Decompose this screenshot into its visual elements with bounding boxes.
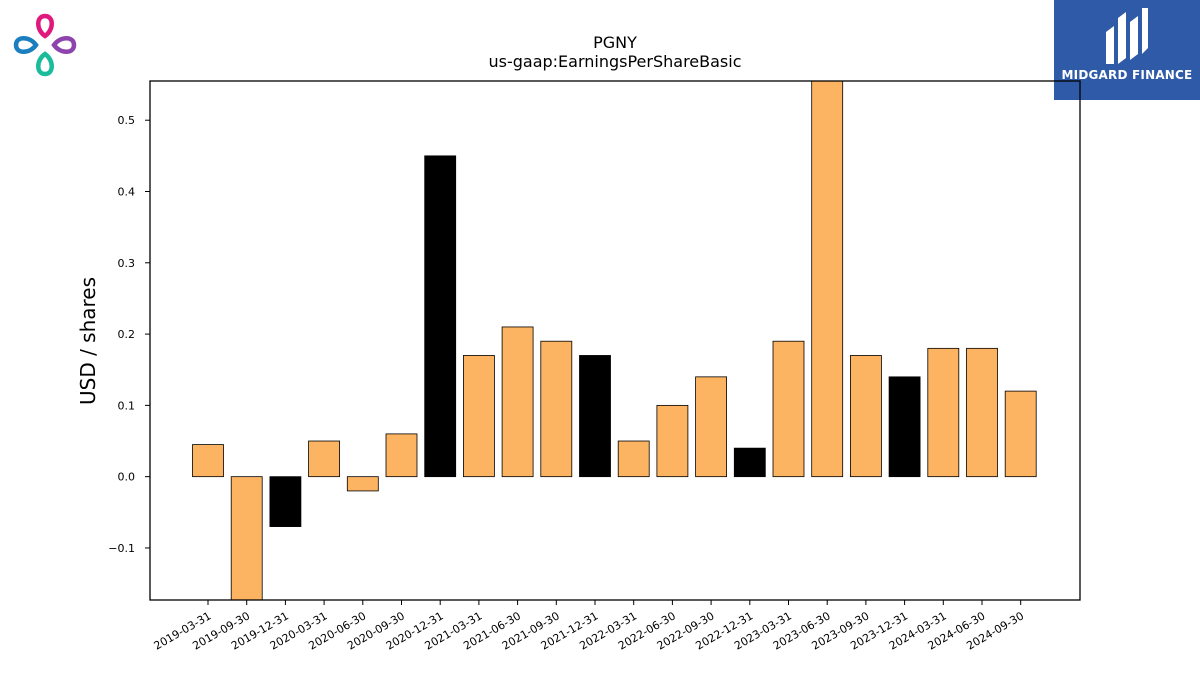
brand-name: MIDGARD FINANCE [1061, 68, 1193, 82]
bar-2021-06-30 [501, 326, 534, 478]
bar-2023-12-31 [888, 376, 921, 478]
bar-2024-09-30 [1004, 390, 1037, 478]
plot-frame [149, 80, 1081, 601]
y-tick-label: 0.0 [118, 471, 136, 484]
bar-2019-12-31 [269, 476, 302, 527]
bar-2022-06-30 [656, 404, 689, 478]
bar-2021-12-31 [579, 355, 611, 478]
midgard-logo-icon [1106, 8, 1148, 64]
bar-2020-06-30 [346, 476, 379, 492]
bar-2023-03-31 [772, 340, 805, 478]
y-tick-label: 0.2 [118, 328, 136, 341]
bar-2020-03-31 [308, 440, 341, 478]
bar-2020-12-31 [424, 155, 457, 478]
bar-2023-09-30 [850, 355, 882, 478]
y-axis-label: USD / shares [76, 277, 100, 405]
midgard-finance-logo: MIDGARD FINANCE [1054, 0, 1200, 100]
bar-2021-03-31 [462, 355, 495, 478]
bar-2020-09-30 [385, 433, 418, 478]
bar-2022-03-31 [617, 440, 650, 478]
y-tick-label: 0.1 [118, 399, 136, 412]
chart-title: PGNY [593, 33, 637, 52]
y-tick-label: 0.4 [118, 186, 136, 199]
bar-2021-09-30 [540, 340, 573, 478]
y-tick-label: −0.1 [108, 542, 135, 555]
bar-2022-12-31 [733, 447, 766, 478]
y-tick-label: 0.3 [118, 257, 136, 270]
bar-2022-09-30 [695, 376, 727, 478]
bar-2019-09-30 [230, 476, 263, 600]
bar-2024-06-30 [966, 347, 998, 478]
bar-2024-03-31 [927, 347, 960, 478]
bar-2019-03-31 [192, 444, 224, 478]
y-tick-label: 0.5 [118, 114, 136, 127]
bar-2023-06-30 [811, 81, 844, 478]
company-logo [12, 12, 78, 82]
chart-subtitle: us-gaap:EarningsPerShareBasic [488, 52, 741, 71]
